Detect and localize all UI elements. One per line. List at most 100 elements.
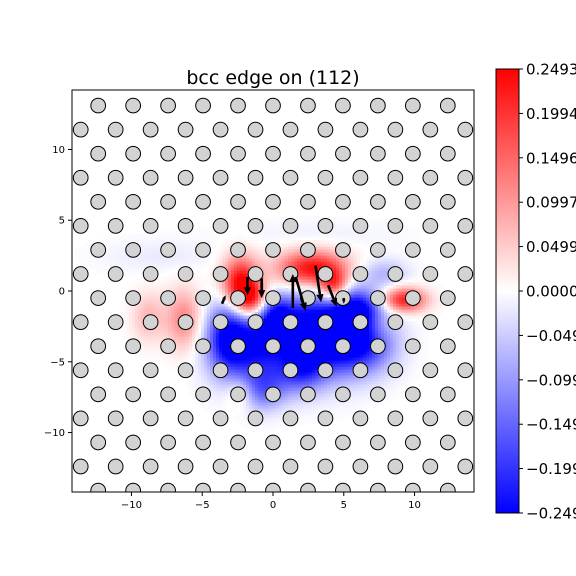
heatmap-cell [171, 360, 175, 364]
heatmap-cell [273, 288, 277, 292]
heatmap-cell [366, 348, 370, 352]
heatmap-cell [204, 369, 208, 373]
heatmap-cell [264, 384, 268, 388]
heatmap-cell [333, 387, 337, 391]
heatmap-cell [279, 252, 283, 256]
heatmap-cell [201, 369, 205, 373]
heatmap-cell [360, 297, 364, 301]
heatmap-cell [195, 318, 199, 322]
heatmap-cell [318, 351, 322, 355]
heatmap-cell [330, 327, 334, 331]
heatmap-cell [177, 246, 181, 250]
heatmap-cell [324, 258, 328, 262]
heatmap-cell [243, 318, 247, 322]
heatmap-cell [210, 402, 214, 406]
heatmap-cell [270, 414, 274, 418]
heatmap-cell [255, 345, 259, 349]
heatmap-cell [168, 354, 172, 358]
heatmap-cell [144, 246, 148, 250]
heatmap-cell [228, 285, 232, 289]
heatmap-cell [330, 282, 334, 286]
heatmap-cell [300, 258, 304, 262]
heatmap-cell [261, 384, 265, 388]
heatmap-cell [180, 303, 184, 307]
heatmap-cell [213, 402, 217, 406]
heatmap-cell [330, 396, 334, 400]
heatmap-cell [129, 306, 133, 310]
heatmap-cell [312, 303, 316, 307]
heatmap-cell [312, 276, 316, 280]
heatmap-cell [357, 300, 361, 304]
heatmap-cell [96, 240, 100, 244]
heatmap-cell [267, 258, 271, 262]
heatmap-cell [360, 258, 364, 262]
heatmap-cell [108, 237, 112, 241]
heatmap-cell [195, 336, 199, 340]
heatmap-cell [315, 360, 319, 364]
heatmap-cell [342, 261, 346, 265]
heatmap-cell [189, 231, 193, 235]
heatmap-cell [285, 348, 289, 352]
heatmap-cell [243, 360, 247, 364]
heatmap-cell [231, 309, 235, 313]
heatmap-cell [294, 384, 298, 388]
heatmap-cell [222, 348, 226, 352]
heatmap-cell [273, 327, 277, 331]
heatmap-cell [330, 252, 334, 256]
heatmap-cell [177, 339, 181, 343]
heatmap-cell [120, 261, 124, 265]
heatmap-cell [153, 300, 157, 304]
heatmap-cell [255, 387, 259, 391]
heatmap-cell [309, 315, 313, 319]
heatmap-cell [234, 381, 238, 385]
heatmap-cell [165, 285, 169, 289]
heatmap-cell [306, 264, 310, 268]
heatmap-cell [243, 363, 247, 367]
heatmap-cell [240, 402, 244, 406]
heatmap-cell [132, 258, 136, 262]
heatmap-cell [210, 228, 214, 232]
heatmap-cell [348, 273, 352, 277]
heatmap-cell [279, 300, 283, 304]
heatmap-cell [357, 402, 361, 406]
heatmap-cell [267, 228, 271, 232]
heatmap-cell [282, 378, 286, 382]
heatmap-cell [228, 279, 232, 283]
heatmap-cell [162, 360, 166, 364]
heatmap-cell [348, 261, 352, 265]
heatmap-cell [363, 357, 367, 361]
heatmap-cell [168, 267, 172, 271]
heatmap-cell [351, 396, 355, 400]
heatmap-cell [297, 225, 301, 229]
heatmap-cell [144, 357, 148, 361]
heatmap-cell [264, 414, 268, 418]
heatmap-cell [300, 264, 304, 268]
heatmap-cell [147, 303, 151, 307]
heatmap-cell [234, 315, 238, 319]
heatmap-cell [258, 354, 262, 358]
heatmap-cell [303, 408, 307, 412]
heatmap-cell [246, 405, 250, 409]
heatmap-cell [267, 402, 271, 406]
heatmap-cell [171, 264, 175, 268]
heatmap-cell [261, 372, 265, 376]
heatmap-cell [201, 405, 205, 409]
heatmap-cell [366, 396, 370, 400]
heatmap-cell [120, 327, 124, 331]
heatmap-cell [183, 342, 187, 346]
heatmap-cell [351, 255, 355, 259]
heatmap-cell [306, 384, 310, 388]
heatmap-cell [306, 321, 310, 325]
heatmap-cell [264, 411, 268, 415]
heatmap-cell [369, 336, 373, 340]
heatmap-cell [201, 354, 205, 358]
heatmap-cell [165, 270, 169, 274]
heatmap-cell [333, 378, 337, 382]
heatmap-cell [282, 360, 286, 364]
heatmap-cell [312, 369, 316, 373]
heatmap-cell [303, 369, 307, 373]
heatmap-cell [252, 426, 256, 430]
heatmap-cell [288, 405, 292, 409]
heatmap-cell [144, 234, 148, 238]
heatmap-cell [198, 309, 202, 313]
